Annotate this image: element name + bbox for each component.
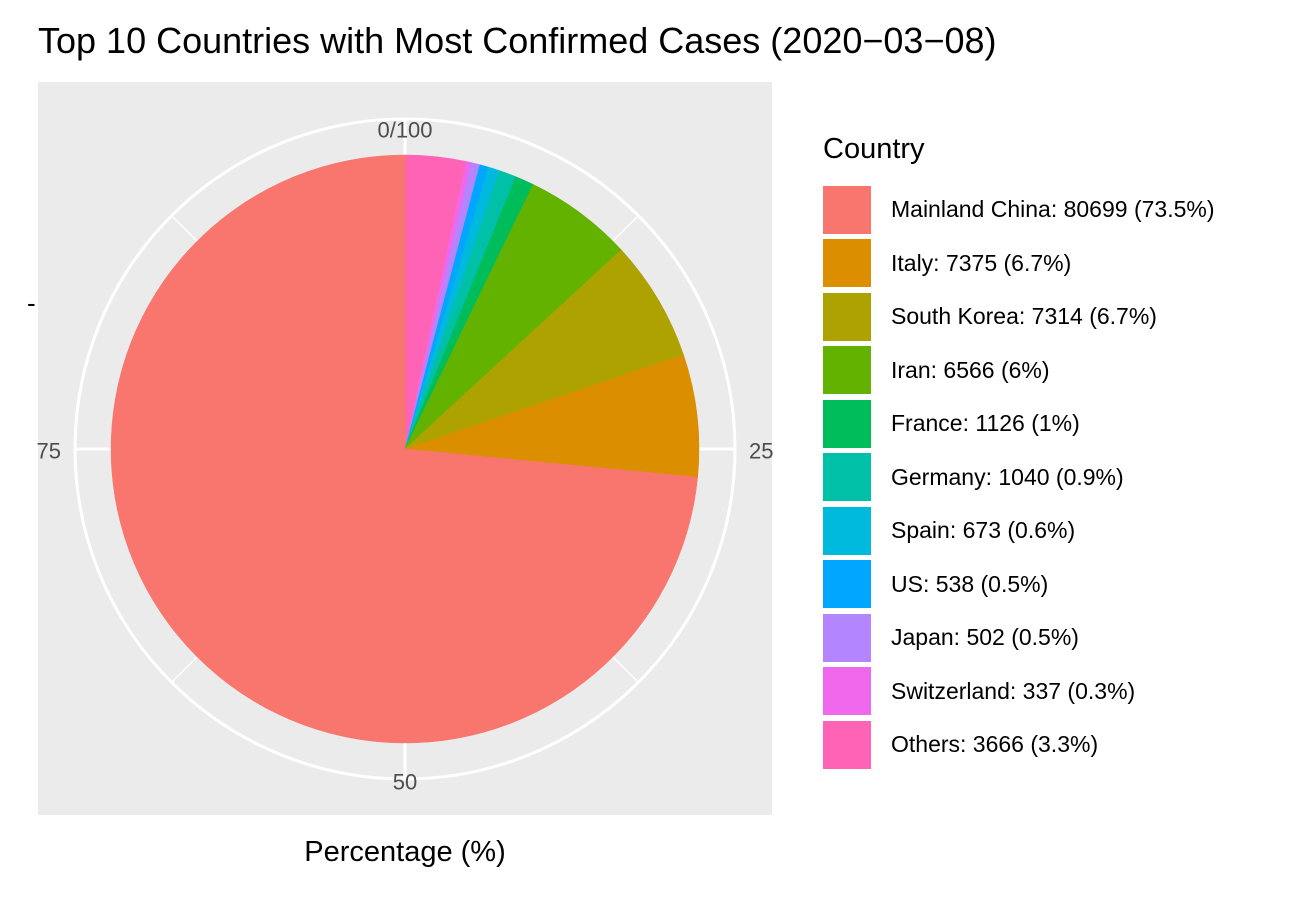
legend-item: South Korea: 7314 (6.7%) — [823, 290, 1214, 344]
legend-key-swatch — [823, 185, 871, 234]
legend-key-swatch — [823, 613, 871, 662]
legend-item: US: 538 (0.5%) — [823, 558, 1214, 612]
legend-item: Spain: 673 (0.6%) — [823, 504, 1214, 558]
pie-slice-mainland-china — [110, 154, 698, 744]
legend-label: Switzerland: 337 (0.3%) — [891, 677, 1136, 704]
theta-tick-labels: 0/100 25 50 75 — [37, 118, 774, 795]
legend-label: Spain: 673 (0.6%) — [891, 517, 1076, 544]
legend-item: Italy: 7375 (6.7%) — [823, 237, 1214, 291]
legend-title: Country — [823, 133, 925, 165]
legend-item: Mainland China: 80699 (73.5%) — [823, 183, 1214, 237]
legend-label: Germany: 1040 (0.9%) — [891, 463, 1124, 490]
legend-item: Iran: 6566 (6%) — [823, 344, 1214, 398]
legend-item: Japan: 502 (0.5%) — [823, 611, 1214, 665]
theta-tick-label: 0/100 — [377, 118, 432, 143]
legend-label: Iran: 6566 (6%) — [891, 356, 1050, 383]
pie-slice-south-korea — [404, 249, 684, 450]
legend-items: Mainland China: 80699 (73.5%) Italy: 7375… — [823, 183, 1214, 772]
x-axis-label: Percentage (%) — [304, 836, 506, 868]
legend-key-swatch — [823, 292, 871, 341]
legend-item: Others: 3666 (3.3%) — [823, 718, 1214, 772]
theta-tick-label: 75 — [37, 439, 61, 464]
legend-key-swatch — [823, 346, 871, 395]
legend-key-swatch — [823, 667, 871, 716]
pie-slices — [110, 154, 700, 744]
legend: Country Mainland China: 80699 (73.5%) Ita… — [823, 130, 1214, 772]
legend-label: US: 538 (0.5%) — [891, 570, 1049, 597]
legend-item: Germany: 1040 (0.9%) — [823, 451, 1214, 505]
legend-label: Italy: 7375 (6.7%) — [891, 249, 1072, 276]
pie-slice-italy — [404, 354, 700, 478]
legend-key-swatch — [823, 720, 871, 769]
legend-key-swatch — [823, 560, 871, 609]
chart-title: Top 10 Countries with Most Confirmed Cas… — [38, 20, 997, 61]
legend-label: Others: 3666 (3.3%) — [891, 731, 1099, 758]
legend-label: South Korea: 7314 (6.7%) — [891, 303, 1157, 330]
legend-key-swatch — [823, 239, 871, 288]
legend-key-swatch — [823, 399, 871, 448]
legend-key-swatch — [823, 453, 871, 502]
legend-item: Switzerland: 337 (0.3%) — [823, 665, 1214, 719]
legend-label: France: 1126 (1%) — [891, 410, 1080, 437]
theta-tick-label: 50 — [393, 770, 417, 795]
legend-label: Mainland China: 80699 (73.5%) — [891, 196, 1215, 223]
legend-key-swatch — [823, 506, 871, 555]
theta-tick-label: 25 — [749, 439, 773, 464]
legend-item: France: 1126 (1%) — [823, 397, 1214, 451]
legend-label: Japan: 502 (0.5%) — [891, 624, 1079, 651]
y-axis-tick: - — [27, 288, 36, 318]
